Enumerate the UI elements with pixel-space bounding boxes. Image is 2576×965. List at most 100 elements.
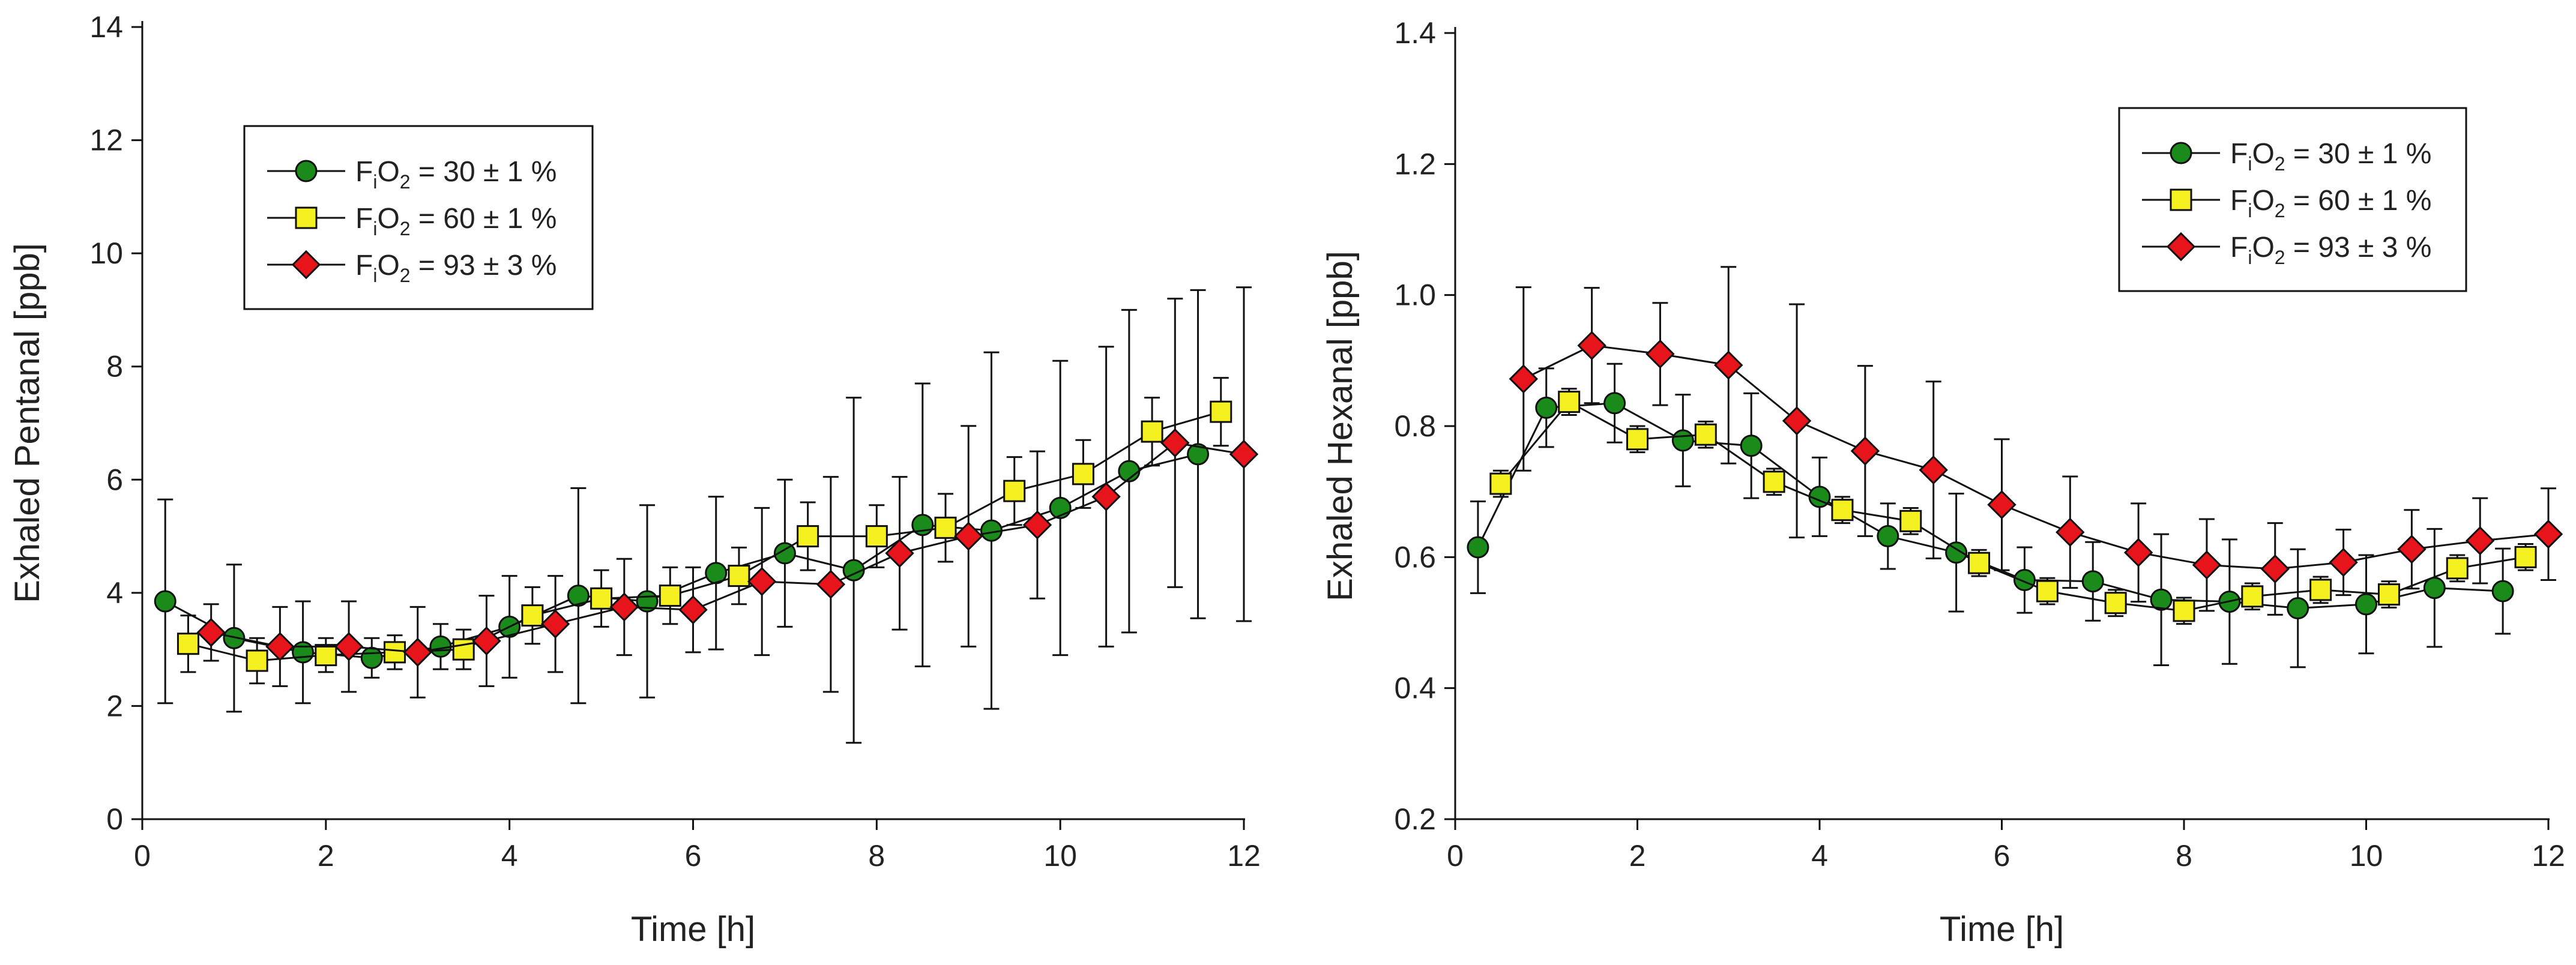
- data-point: [2355, 593, 2377, 616]
- data-point: [2192, 550, 2222, 580]
- data-point: [2150, 588, 2173, 611]
- data-point: [1763, 470, 1785, 493]
- data-point: [1091, 482, 1121, 511]
- data-point: [176, 633, 199, 655]
- data-point: [1740, 434, 1763, 457]
- series-line: [1500, 400, 2526, 612]
- data-point: [885, 538, 914, 568]
- data-point: [1899, 510, 1922, 532]
- x-tick-label: 6: [685, 839, 702, 873]
- data-point: [246, 649, 268, 672]
- data-point: [2287, 597, 2309, 619]
- data-point: [747, 567, 777, 597]
- series-square: [1489, 388, 2537, 625]
- data-point: [1003, 479, 1026, 502]
- data-point: [609, 592, 639, 622]
- data-point: [1141, 420, 1163, 443]
- data-point: [1160, 428, 1190, 458]
- x-tick-label: 2: [1629, 839, 1646, 873]
- legend-text-value: = 30 ± 1 %: [2285, 138, 2432, 170]
- data-point: [816, 570, 846, 599]
- y-tick-label: 1.4: [1394, 16, 1436, 50]
- y-tick-label: 0.4: [1394, 672, 1436, 705]
- data-point: [472, 626, 501, 656]
- legend-sub-i: i: [2248, 247, 2252, 268]
- data-point: [2260, 554, 2290, 584]
- legend-text-o: O: [377, 156, 399, 188]
- data-point: [1467, 536, 1489, 559]
- x-tick-label: 2: [318, 839, 334, 873]
- data-point: [1714, 350, 1743, 380]
- data-point: [2013, 569, 2036, 592]
- data-point: [1187, 443, 1210, 466]
- legend-marker: [2170, 142, 2192, 164]
- data-point: [954, 522, 983, 551]
- data-point: [265, 632, 295, 661]
- legend-sub-i: i: [2248, 200, 2252, 221]
- legend-text-o: O: [2252, 185, 2274, 217]
- data-point: [590, 587, 613, 610]
- x-tick-label: 8: [2176, 839, 2192, 873]
- data-point: [1968, 552, 1991, 574]
- data-point: [2123, 538, 2153, 567]
- legend-text-value: = 93 ± 3 %: [411, 250, 557, 281]
- legend-label: FiO2 = 93 ± 3 %: [355, 250, 557, 286]
- data-point: [934, 516, 957, 539]
- x-tick-label: 8: [868, 839, 885, 873]
- legend-sub-2: 2: [400, 265, 411, 286]
- data-point: [360, 646, 383, 669]
- x-axis-title: Time [h]: [631, 910, 755, 949]
- legend-marker: [295, 206, 318, 229]
- data-point: [2309, 579, 2332, 601]
- pentanal-chart: 0 2 4 6 8 10 12 14 0 2 4 6 8 10 12 Time [h] Exhaled Pent…: [8, 10, 1261, 949]
- legend-marker: [291, 250, 321, 280]
- legend-sub-i: i: [373, 171, 377, 193]
- legend-label: FiO2 = 93 ± 3 %: [2230, 232, 2431, 268]
- data-point: [797, 525, 819, 548]
- data-point: [540, 609, 570, 639]
- legend-text-o: O: [377, 203, 399, 235]
- x-tick-label: 12: [1227, 839, 1261, 873]
- data-point: [1072, 463, 1094, 486]
- x-tick-label: 0: [134, 839, 151, 873]
- data-point: [292, 641, 315, 664]
- data-point: [452, 638, 475, 661]
- hexanal-chart: 0.2 0.4 0.6 0.8 1.0 1.2 1.4 0 2 4 6 8 10 12 Time [h] Ex…: [1321, 16, 2565, 949]
- series-circle: [154, 289, 1210, 744]
- data-point: [2491, 580, 2514, 603]
- data-point: [384, 641, 406, 664]
- data-point: [2104, 592, 2127, 615]
- data-point: [2241, 585, 2264, 608]
- y-axis-title: Exhaled Hexanal [ppb]: [1321, 251, 1360, 601]
- legend-text-f: F: [2230, 232, 2248, 263]
- data-point: [1489, 472, 1512, 495]
- legend-sub-2: 2: [2275, 247, 2285, 268]
- x-tick-label: 10: [2350, 839, 2383, 873]
- data-point: [659, 585, 681, 607]
- data-point: [1694, 423, 1717, 446]
- legend-sub-2: 2: [2275, 153, 2285, 175]
- legend-label: FiO2 = 30 ± 1 %: [355, 156, 557, 193]
- data-point: [334, 632, 364, 661]
- legend-sub-i: i: [373, 218, 377, 239]
- series-diamond: [196, 286, 1259, 699]
- data-point: [1782, 406, 1812, 436]
- data-point: [865, 525, 888, 548]
- data-point: [2377, 583, 2400, 606]
- legend-text-o: O: [2252, 232, 2274, 263]
- data-point: [1509, 364, 1539, 394]
- series-line: [188, 410, 1222, 662]
- y-tick-label: 0.2: [1394, 802, 1436, 836]
- data-point: [1850, 436, 1880, 466]
- y-tick-label: 0: [106, 802, 123, 836]
- legend-sub-i: i: [2248, 153, 2252, 175]
- series-diamond: [1509, 266, 2563, 616]
- data-point: [567, 585, 590, 607]
- data-point: [1229, 439, 1259, 469]
- legend-marker: [295, 160, 318, 182]
- legend: FiO2 = 30 ± 1 %FiO2 = 60 ± 1 %FiO2 = 93 …: [243, 125, 594, 310]
- y-tick-label: 10: [89, 236, 123, 270]
- series-square: [176, 377, 1232, 685]
- series-circle: [1467, 362, 2514, 669]
- data-point: [1945, 541, 1968, 564]
